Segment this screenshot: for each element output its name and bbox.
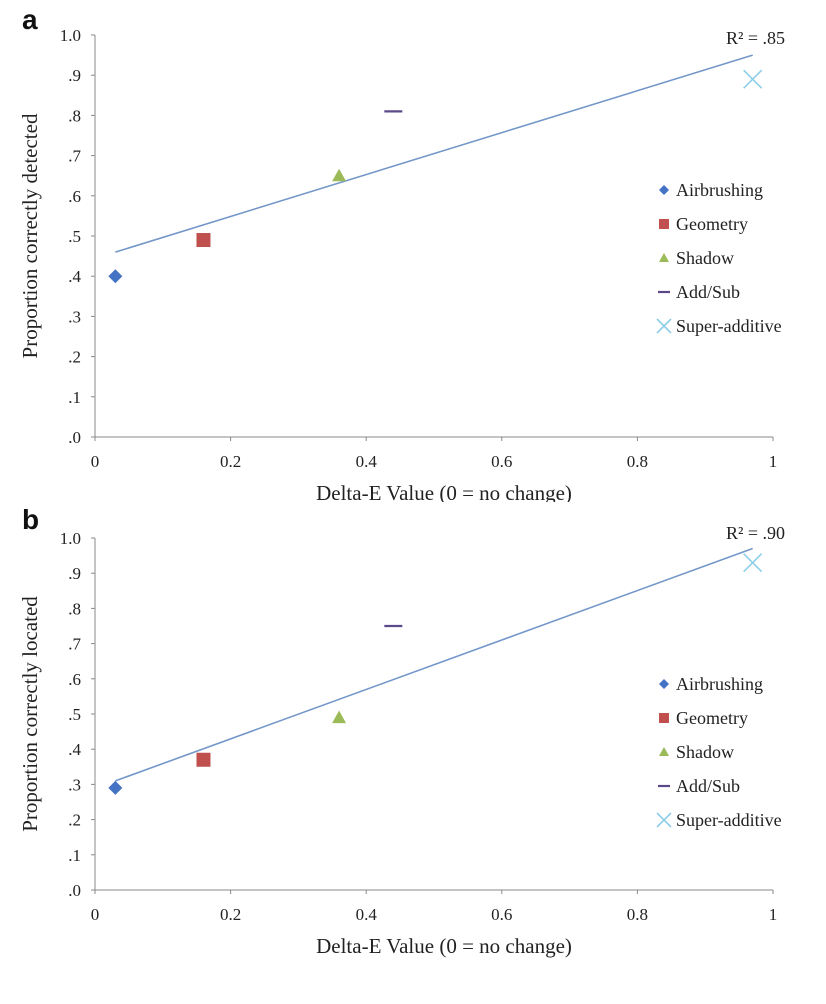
point-super-additive xyxy=(743,69,763,89)
y-tick-label: .7 xyxy=(68,635,81,654)
x-tick-label: 1 xyxy=(769,452,778,471)
y-tick-label: .5 xyxy=(68,227,81,246)
point-airbrushing xyxy=(108,269,123,284)
x-tick-label: 1 xyxy=(769,905,778,924)
legend-marker-shadow xyxy=(659,253,669,262)
legend-marker-geometry xyxy=(659,713,669,723)
chart-b: .0 .1 .2 .3 .4 .5 .6 .7 .8 .9 1.0 0 0.2 0.4 0.6 0.8 1 Del… xyxy=(18,523,785,958)
x-tick-label: 0.6 xyxy=(491,452,512,471)
point-geometry xyxy=(196,752,211,767)
point-shadow xyxy=(332,168,347,182)
x-tick-label: 0 xyxy=(91,452,100,471)
panel-b-letter: b xyxy=(22,504,40,535)
y-tick-label: .6 xyxy=(68,670,81,689)
point-super-additive-stroke-2 xyxy=(743,69,763,89)
y-tick-label: .0 xyxy=(68,881,81,900)
trendline xyxy=(115,54,753,253)
legend-label-add-sub: Add/Sub xyxy=(676,282,740,302)
y-tick-label: .4 xyxy=(68,267,81,286)
legend-marker-shadow xyxy=(659,747,669,756)
legend-label-add-sub: Add/Sub xyxy=(676,776,740,796)
y-tick-label: .1 xyxy=(68,388,81,407)
y-tick-label: .8 xyxy=(68,106,81,125)
legend-marker-super-additive xyxy=(656,318,672,334)
x-tick-label: 0.8 xyxy=(627,452,648,471)
legend-label-airbrushing: Airbrushing xyxy=(676,180,763,200)
x-tick-label: 0.2 xyxy=(220,905,241,924)
x-tick-label: 0.4 xyxy=(356,452,378,471)
y-tick-label: .2 xyxy=(68,348,81,367)
y-tick-label: .5 xyxy=(68,705,81,724)
point-geometry xyxy=(196,233,211,248)
r-squared-label: R² = .85 xyxy=(726,28,785,48)
legend-label-shadow: Shadow xyxy=(676,742,734,762)
point-shadow xyxy=(332,710,347,724)
legend-marker-geometry xyxy=(659,219,669,229)
legend-label-super-additive: Super-additive xyxy=(676,810,782,830)
r-squared-label: R² = .90 xyxy=(726,523,785,543)
y-tick-label: .7 xyxy=(68,147,81,166)
panel-b: b .0 .1 .2 .3 .4 .5 .6 .7 .8 .9 1.0 0 0.2 0.4 0.6 0.8 1 D… xyxy=(0,502,826,1004)
legend-marker-airbrushing xyxy=(659,185,669,195)
legend-label-super-additive: Super-additive xyxy=(676,316,782,336)
legend-marker-super-additive-stroke-2 xyxy=(656,318,672,334)
x-tick-label: 0.2 xyxy=(220,452,241,471)
x-tick-label: 0.4 xyxy=(356,905,378,924)
y-tick-label: .4 xyxy=(68,740,81,759)
y-tick-label: .2 xyxy=(68,811,81,830)
legend-marker-super-additive-stroke-2 xyxy=(656,812,672,828)
y-tick-label: .6 xyxy=(68,187,81,206)
x-tick-label: 0 xyxy=(91,905,100,924)
legend-label-geometry: Geometry xyxy=(676,708,748,728)
x-axis-label: Delta-E Value (0 = no change) xyxy=(316,934,572,958)
y-tick-label: .3 xyxy=(68,775,81,794)
x-tick-label: 0.6 xyxy=(491,905,512,924)
y-axis-label: Proportion correctly located xyxy=(18,596,42,832)
point-super-additive xyxy=(743,553,763,573)
point-airbrushing xyxy=(108,780,123,795)
y-tick-label: .0 xyxy=(68,428,81,447)
y-tick-label: .3 xyxy=(68,307,81,326)
chart-a: .0 .1 .2 .3 .4 .5 .6 .7 .8 .9 1.0 0 0.2 0.4 0.6 0.8 1 Del… xyxy=(18,26,785,502)
trendline xyxy=(115,547,753,782)
legend-label-shadow: Shadow xyxy=(676,248,734,268)
y-tick-label: .9 xyxy=(68,564,81,583)
legend-marker-super-additive xyxy=(656,812,672,828)
y-tick-label: .9 xyxy=(68,66,81,85)
y-tick-label: .8 xyxy=(68,599,81,618)
panel-a: a .0 .1 .2 .3 .4 .5 .6 .7 .8 .9 1.0 0 0.2 0.4 0.6 0.8 1 D… xyxy=(18,4,785,503)
point-super-additive-stroke-2 xyxy=(743,553,763,573)
x-axis-label: Delta-E Value (0 = no change) xyxy=(316,481,572,502)
legend-marker-airbrushing xyxy=(659,679,669,689)
y-tick-label: 1.0 xyxy=(60,529,81,548)
y-tick-label: 1.0 xyxy=(60,26,81,45)
legend-label-geometry: Geometry xyxy=(676,214,748,234)
x-tick-label: 0.8 xyxy=(627,905,648,924)
panel-a-letter: a xyxy=(22,4,38,35)
y-tick-label: .1 xyxy=(68,846,81,865)
y-axis-label: Proportion correctly detected xyxy=(18,113,42,358)
legend-label-airbrushing: Airbrushing xyxy=(676,674,763,694)
